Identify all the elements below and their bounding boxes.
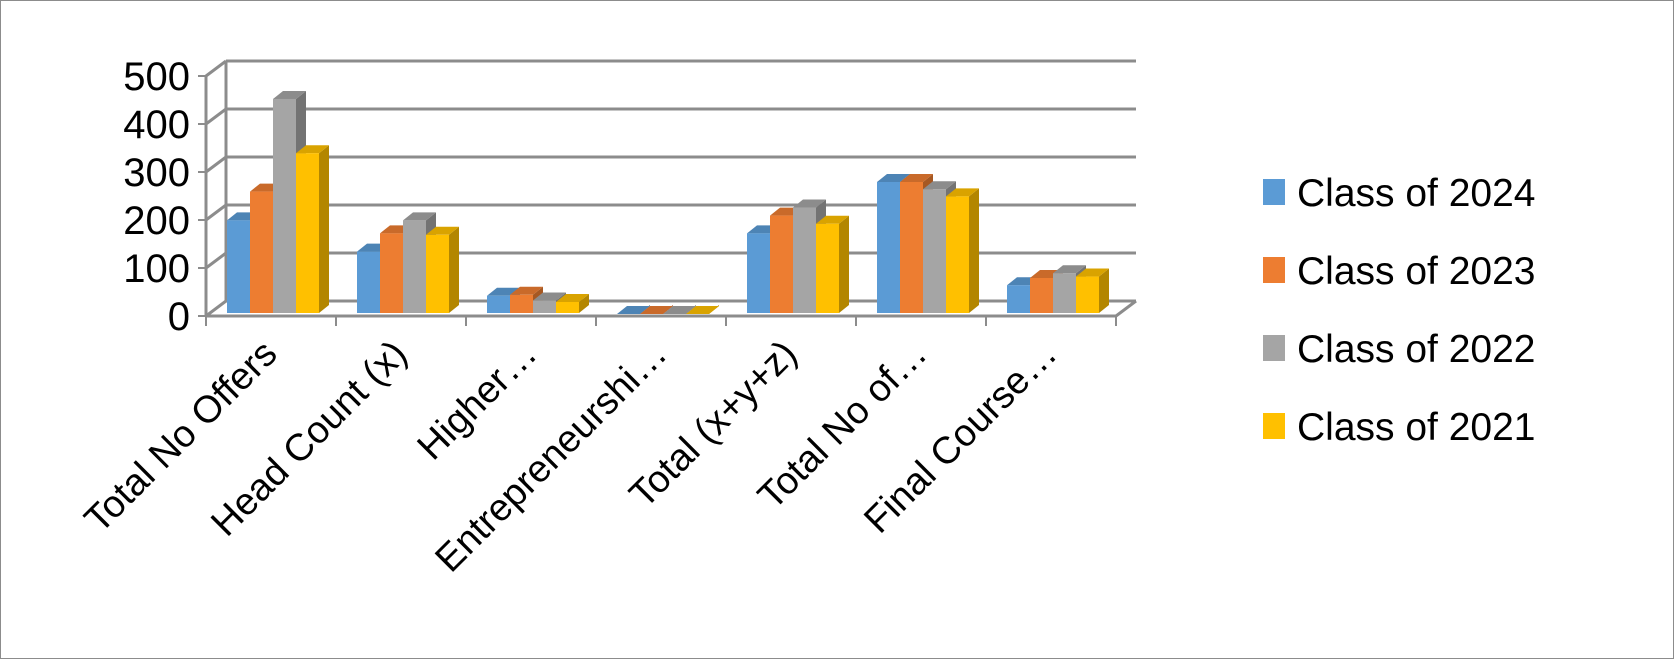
- bar: [640, 305, 673, 314]
- bar-top: [1053, 265, 1086, 274]
- y-tick-label: 500: [123, 55, 190, 99]
- y-tick-label: 300: [123, 151, 190, 195]
- bar-front: [273, 98, 296, 314]
- bar-top: [686, 306, 719, 314]
- bar-top: [946, 188, 979, 197]
- legend-label: Class of 2022: [1297, 328, 1535, 371]
- bar-top: [816, 215, 849, 224]
- bar-top: [533, 292, 566, 301]
- bar: [663, 305, 696, 314]
- legend-item: Class of 2022: [1263, 328, 1535, 371]
- bar-top: [877, 174, 910, 182]
- legend-label: Class of 2021: [1297, 406, 1535, 449]
- bar-top: [556, 294, 589, 302]
- bar-front: [747, 233, 770, 313]
- bar-front: [946, 196, 969, 313]
- bar: [1076, 268, 1109, 313]
- bar-side: [579, 294, 589, 313]
- gridline-slant: [205, 107, 227, 126]
- bar-front: [556, 302, 579, 313]
- bar-top: [426, 226, 459, 235]
- bar-front: [900, 182, 923, 313]
- bar: [510, 286, 543, 313]
- bar-front: [923, 189, 946, 313]
- gridline-slant: [205, 203, 227, 222]
- floor-right-edge: [1115, 299, 1137, 318]
- legend-swatch: [1263, 335, 1285, 361]
- bar-front: [510, 294, 533, 313]
- bars: [227, 90, 1109, 314]
- gridline-slant: [205, 251, 227, 270]
- bar-side: [449, 226, 459, 313]
- gridline-slant: [205, 155, 227, 174]
- bar-front: [1007, 285, 1030, 313]
- legend-item: Class of 2021: [1263, 406, 1535, 449]
- bar-front: [380, 233, 403, 313]
- bar-top: [1076, 268, 1109, 277]
- gridline-slant: [205, 299, 227, 318]
- bar-front: [816, 223, 839, 313]
- bar: [617, 305, 650, 314]
- legend: Class of 2024 Class of 2023 Class of 2022 C…: [1263, 172, 1535, 449]
- bar: [686, 305, 719, 314]
- y-tick-label: 400: [123, 103, 190, 147]
- grid-lines: [205, 59, 1136, 318]
- bar-front: [403, 220, 426, 313]
- bar-side: [969, 188, 979, 313]
- bar-front: [770, 215, 793, 313]
- legend-item: Class of 2024: [1263, 172, 1535, 215]
- category-label: Higher…: [410, 333, 546, 469]
- y-tick-label: 200: [123, 199, 190, 243]
- bar-front: [1030, 278, 1053, 313]
- axes: [198, 61, 1137, 326]
- bar-front: [1076, 276, 1099, 313]
- bar-top: [663, 306, 696, 314]
- bar: [556, 294, 589, 313]
- bar-top: [403, 212, 436, 221]
- bar-front: [250, 191, 273, 313]
- bar-front: [533, 300, 556, 313]
- bar-top: [273, 90, 306, 99]
- legend-swatch: [1263, 413, 1285, 439]
- bar-side: [839, 215, 849, 313]
- bar-top: [640, 306, 673, 314]
- bar-front: [1053, 273, 1076, 313]
- bar-top: [510, 286, 543, 295]
- bar-side: [319, 145, 329, 313]
- legend-swatch: [1263, 257, 1285, 283]
- bar-top: [793, 199, 826, 208]
- bar-front: [793, 207, 816, 313]
- legend-item: Class of 2023: [1263, 250, 1535, 293]
- bar-top: [296, 145, 329, 154]
- bar-top: [617, 306, 650, 314]
- gridline-slant: [205, 59, 227, 78]
- legend-swatch: [1263, 179, 1285, 205]
- bar: [816, 215, 849, 313]
- bar-side: [1099, 268, 1109, 313]
- bar-front: [487, 295, 510, 313]
- bar-front: [357, 251, 380, 313]
- y-tick-label: 0: [168, 295, 190, 339]
- legend-label: Class of 2023: [1297, 250, 1535, 293]
- bar-top: [923, 181, 956, 190]
- bar-front: [426, 234, 449, 313]
- bar-front: [877, 182, 900, 313]
- bar-front: [227, 220, 250, 313]
- bar: [296, 145, 329, 313]
- bar-front: [296, 153, 319, 313]
- legend-label: Class of 2024: [1297, 172, 1535, 215]
- category-label: Entrepreneurshi…: [428, 333, 676, 581]
- bar: [946, 188, 979, 313]
- y-tick-label: 100: [123, 247, 190, 291]
- bar: [426, 226, 459, 313]
- bar-top: [900, 174, 933, 182]
